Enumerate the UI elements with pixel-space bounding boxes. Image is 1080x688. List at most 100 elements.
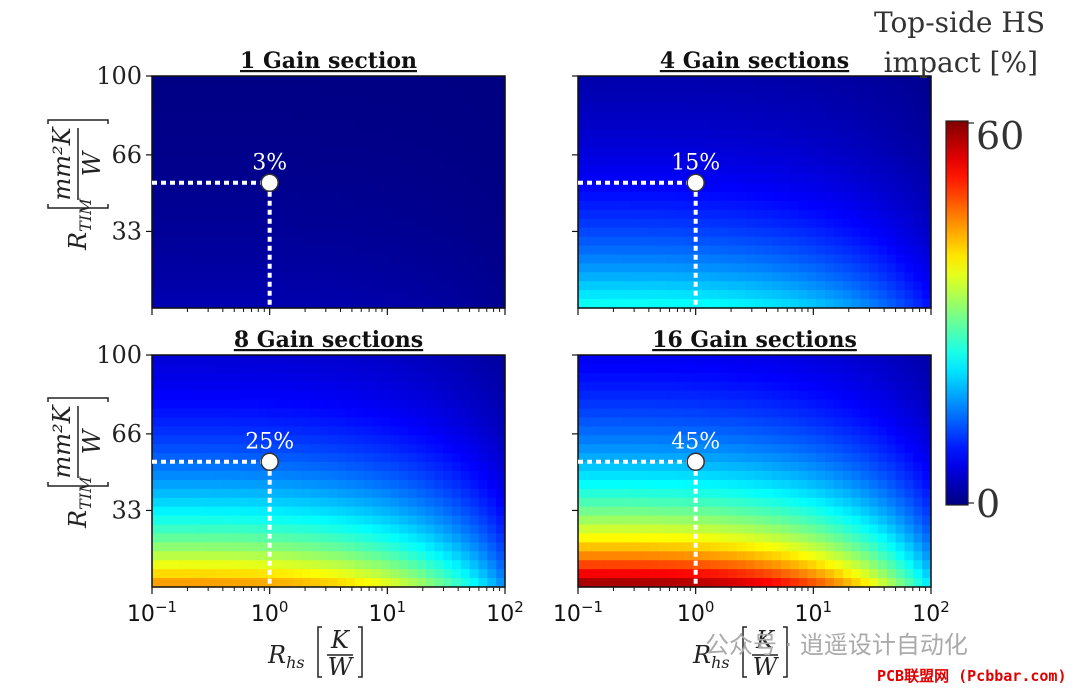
heatmap-cell [337,435,347,445]
heatmap-cell [683,218,694,229]
heatmap-cell [851,372,861,383]
heatmap-cell [701,542,711,552]
heatmap-cell [639,174,650,184]
heatmap-cell [586,542,597,552]
heatmap-cell [222,111,233,122]
heatmap-cell [851,76,861,86]
heatmap-cell [196,471,206,481]
heatmap-cell [922,551,932,561]
heatmap-cell [586,76,597,86]
heatmap-cell [390,165,400,175]
heatmap-cell [478,551,488,561]
heatmap-cell [728,102,738,113]
heatmap-cell [284,200,294,211]
heatmap-cell [604,435,614,445]
heatmap-cell [478,560,488,570]
heatmap-cell [772,218,782,229]
heatmap-cell [630,524,641,535]
heatmap-cell [275,84,285,95]
heatmap-cell [213,254,224,264]
heatmap-cell [648,444,659,454]
heatmap-cell [275,236,285,247]
heatmap-cell [452,542,462,552]
heatmap-cell [683,129,694,140]
heatmap-cell [878,524,888,535]
x-tick-label: 101 [369,598,407,627]
heatmap-cell [639,165,650,175]
heatmap-cell [399,408,409,419]
heatmap-cell [613,408,623,419]
heatmap-cell [257,355,268,365]
heatmap-cell [860,355,870,365]
heatmap-cell [178,444,188,454]
heatmap-cell [798,578,809,588]
heatmap-cell [407,462,418,472]
heatmap-cell [240,245,250,256]
heatmap-cell [390,111,400,122]
heatmap-cell [860,281,870,291]
heatmap-cell [922,533,932,543]
heatmap-cell [675,399,685,410]
heatmap-cell [630,76,641,86]
heatmap-cell [169,417,180,427]
heatmap-cell [390,120,400,131]
heatmap-cell [745,245,756,256]
heatmap-cell [622,444,632,454]
heatmap-cell [275,111,285,122]
heatmap-cell [407,272,418,282]
heatmap-cell [869,218,879,229]
heatmap-cell [434,254,444,264]
heatmap-cell [851,93,861,104]
heatmap-cell [187,192,197,202]
heatmap-cell [710,138,720,148]
heatmap-cell [728,120,738,131]
heatmap-cell [469,479,480,490]
heatmap-cell [886,355,897,365]
heatmap-cell [337,218,347,229]
heatmap-cell [478,227,488,238]
heatmap-cell [736,245,747,256]
heatmap-cell [469,84,480,95]
heatmap-cell [390,390,400,401]
heatmap-cell [710,84,720,95]
heatmap-cell [648,479,659,490]
heatmap-cell [487,218,497,229]
heatmap-cell [754,506,764,517]
x-tick-exp: 2 [940,598,950,616]
heatmap-cell [851,290,861,300]
heatmap-cell [310,192,321,202]
heatmap-cell [169,363,180,374]
heatmap-cell [851,272,861,282]
heatmap-cell [789,192,800,202]
heatmap-cell [231,200,241,211]
heatmap-cell [354,84,365,95]
heatmap-cell [922,390,932,401]
heatmap-cell [213,138,224,148]
heatmap-cell [425,542,435,552]
heatmap-cell [213,569,224,579]
heatmap-cell [895,479,906,490]
heatmap-cell [630,390,641,401]
heatmap-cell [772,209,782,220]
heatmap-cell [772,165,782,175]
heatmap-cell [604,272,614,282]
heatmap-cell [630,192,641,202]
heatmap-cell [328,488,338,499]
heatmap-cell [869,578,879,588]
heatmap-cell [754,84,764,95]
heatmap-cell [222,426,233,436]
heatmap-cell [578,218,588,229]
heatmap-cell [710,192,720,202]
heatmap-cell [763,272,773,282]
heatmap-cell [922,84,932,95]
heatmap-cell [842,165,853,175]
heatmap-cell [630,426,641,436]
heatmap-cell [595,272,606,282]
heatmap-cell [630,129,641,140]
heatmap-cell [399,263,409,273]
heatmap-cell [160,515,171,526]
heatmap-cell [363,200,374,211]
heatmap-cell [231,426,241,436]
heatmap-cell [284,471,294,481]
heatmap-cell [851,355,861,365]
